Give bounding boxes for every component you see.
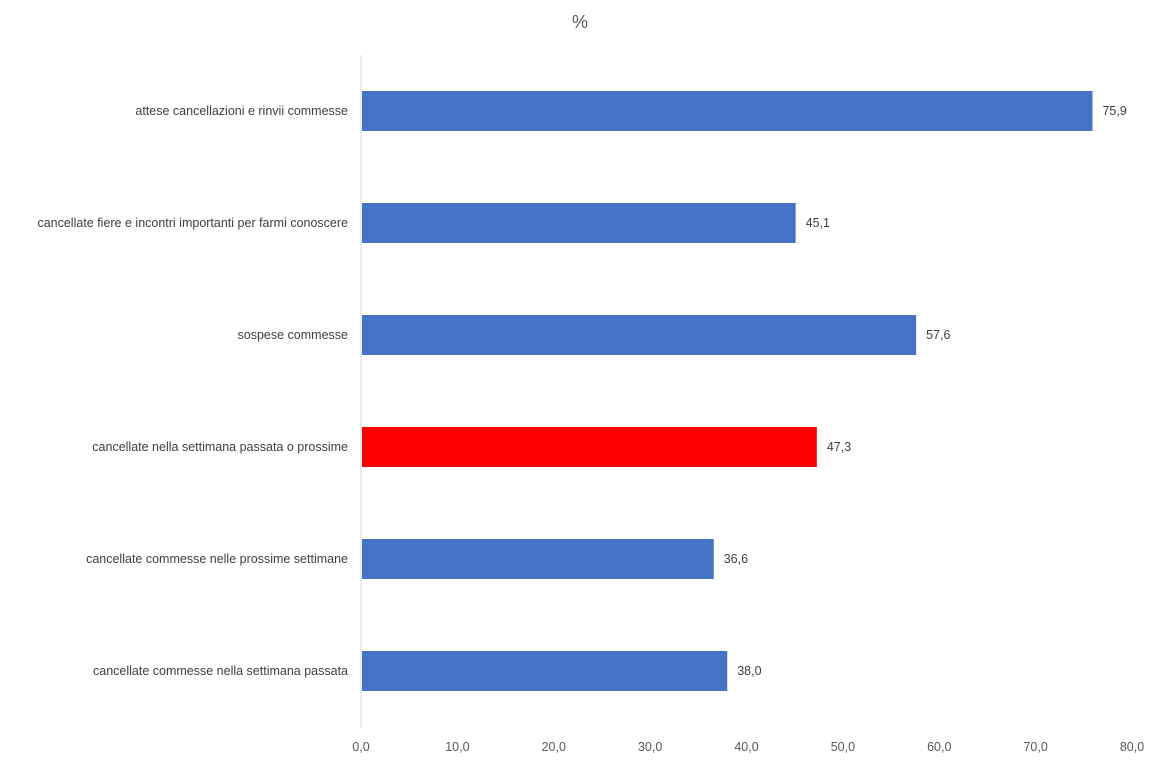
bar xyxy=(362,91,1093,131)
x-tick-label: 80,0 xyxy=(1120,740,1144,754)
x-tick-label: 50,0 xyxy=(831,740,855,754)
x-axis-ticks: 0,0 10,0 20,0 30,0 40,0 50,0 60,0 70,0 80,0 xyxy=(352,740,1144,754)
category-label: sospese commesse xyxy=(238,328,349,342)
bar xyxy=(362,539,714,579)
category-label: cancellate fiere e incontri importanti p… xyxy=(37,216,348,230)
data-label: 75,9 xyxy=(1102,104,1126,118)
x-tick-label: 70,0 xyxy=(1023,740,1047,754)
data-label: 47,3 xyxy=(827,440,851,454)
chart-title: % xyxy=(572,12,588,32)
data-label: 38,0 xyxy=(737,664,761,678)
bar xyxy=(362,427,817,467)
data-label: 45,1 xyxy=(806,216,830,230)
category-label: cancellate nella settimana passata o pro… xyxy=(92,440,348,454)
category-label: cancellate commesse nelle prossime setti… xyxy=(86,552,348,566)
x-tick-label: 20,0 xyxy=(542,740,566,754)
data-label: 57,6 xyxy=(926,328,950,342)
category-label: attese cancellazioni e rinvii commesse xyxy=(135,104,348,118)
category-label: cancellate commesse nella settimana pass… xyxy=(93,664,348,678)
x-tick-label: 40,0 xyxy=(734,740,758,754)
bar xyxy=(362,651,728,691)
x-tick-label: 60,0 xyxy=(927,740,951,754)
bar xyxy=(362,315,917,355)
x-tick-label: 10,0 xyxy=(445,740,469,754)
data-label: 36,6 xyxy=(724,552,748,566)
x-tick-label: 30,0 xyxy=(638,740,662,754)
x-tick-label: 0,0 xyxy=(352,740,369,754)
bars-group: attese cancellazioni e rinvii commesse 75… xyxy=(37,91,1127,691)
bar xyxy=(362,203,796,243)
